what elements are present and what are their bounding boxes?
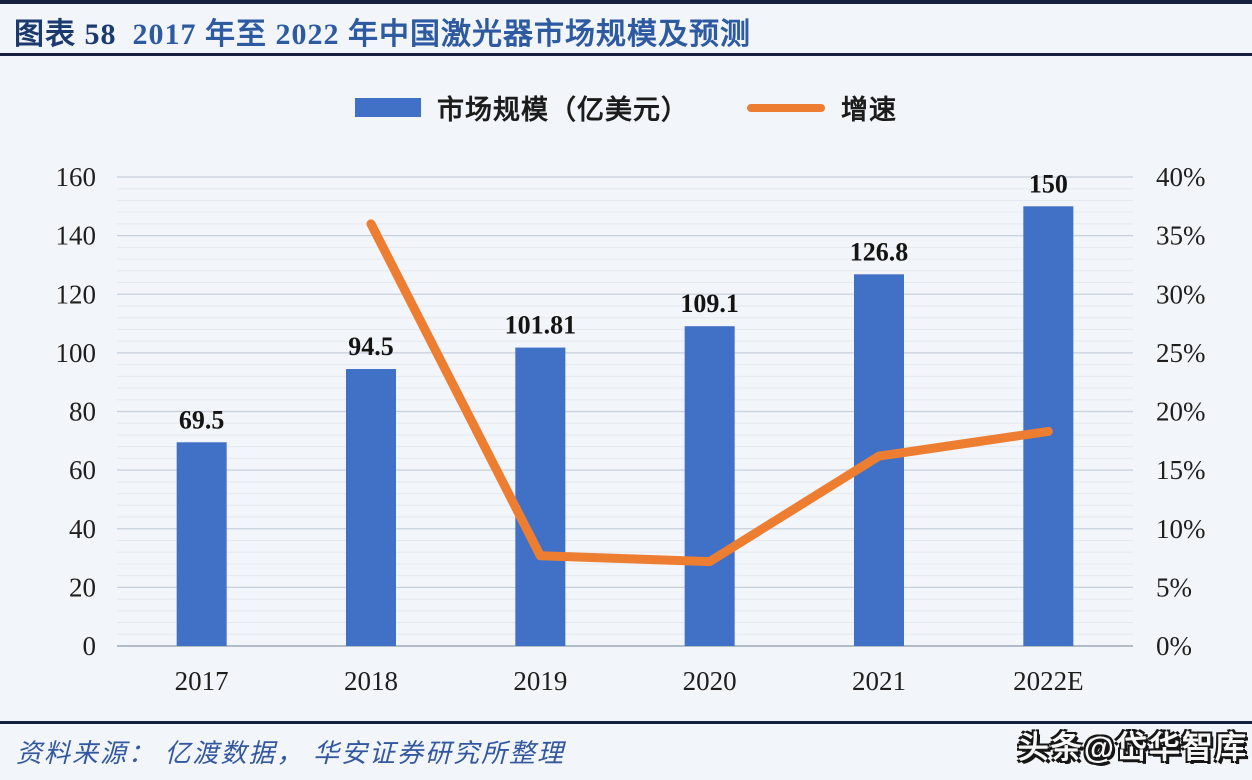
right-axis-tick-15%: 15% — [1156, 455, 1206, 485]
bar-value-label-2019: 101.81 — [505, 311, 577, 340]
bar-value-label-2017: 69.5 — [179, 405, 225, 434]
right-axis-tick-40%: 40% — [1156, 162, 1206, 192]
title-text: 2017 年至 2022 年中国激光器市场规模及预测 — [132, 18, 751, 51]
growth-line — [366, 219, 1053, 567]
right-axis-tick-30%: 30% — [1156, 279, 1206, 309]
bar-series-swatch — [355, 98, 421, 117]
top-border — [0, 0, 1252, 4]
footer-separator — [0, 721, 1252, 724]
left-axis-tick-100: 100 — [56, 338, 97, 368]
chart-title: 图表 58 2017 年至 2022 年中国激光器市场规模及预测 — [14, 9, 751, 53]
left-axis-tick-120: 120 — [56, 279, 97, 309]
bar-value-label-2022E: 150 — [1029, 169, 1068, 198]
left-axis-tick-40: 40 — [69, 514, 96, 544]
bar-2017 — [176, 442, 227, 646]
bar-2020 — [684, 326, 735, 646]
left-axis-tick-0: 0 — [83, 631, 97, 661]
figure-number: 图表 58 — [14, 18, 117, 51]
bar-value-label-2018: 94.5 — [348, 332, 394, 361]
left-axis-tick-140: 140 — [56, 221, 97, 251]
bar-2019 — [515, 347, 566, 646]
chart-legend: 市场规模（亿美元） 增速 — [0, 88, 1252, 127]
right-axis-tick-35%: 35% — [1156, 221, 1206, 251]
right-axis-tick-25%: 25% — [1156, 338, 1206, 368]
bar-series-label: 市场规模（亿美元） — [437, 95, 689, 125]
bar-2022E — [1023, 206, 1074, 646]
right-axis-tick-5%: 5% — [1156, 572, 1192, 602]
right-axis-tick-10%: 10% — [1156, 514, 1206, 544]
bar-value-label-2021: 126.8 — [850, 237, 909, 266]
bar-value-label-2020: 109.1 — [680, 289, 739, 318]
x-axis-label-2022E: 2022E — [1013, 666, 1084, 696]
market-size-growth-chart: 69.5 94.5 101.81 109.1 126.8 150 0 20 40 60 80 100 1… — [56, 162, 1206, 696]
right-axis-tick-0%: 0% — [1156, 631, 1192, 661]
right-axis-tick-20%: 20% — [1156, 397, 1206, 427]
x-axis-label-2021: 2021 — [852, 666, 906, 696]
title-separator — [0, 53, 1252, 56]
line-series-label: 增速 — [841, 95, 897, 125]
x-axis-label-2019: 2019 — [513, 666, 567, 696]
legend-item-market-size: 市场规模（亿美元） — [355, 88, 689, 127]
left-axis-tick-160: 160 — [56, 162, 97, 192]
left-axis-tick-60: 60 — [69, 455, 96, 485]
watermark: 头条@岱华智库 — [1017, 730, 1248, 765]
x-axis-label-2018: 2018 — [344, 666, 398, 696]
x-axis-label-2020: 2020 — [683, 666, 737, 696]
line-series-swatch — [747, 103, 825, 112]
source-note: 资料来源： 亿渡数据， 华安证券研究所整理 — [16, 739, 566, 768]
legend-item-growth: 增速 — [747, 88, 897, 127]
left-axis-tick-20: 20 — [69, 572, 96, 602]
x-axis-label-2017: 2017 — [175, 666, 229, 696]
bar-2018 — [346, 368, 396, 646]
left-axis-tick-80: 80 — [69, 397, 96, 427]
